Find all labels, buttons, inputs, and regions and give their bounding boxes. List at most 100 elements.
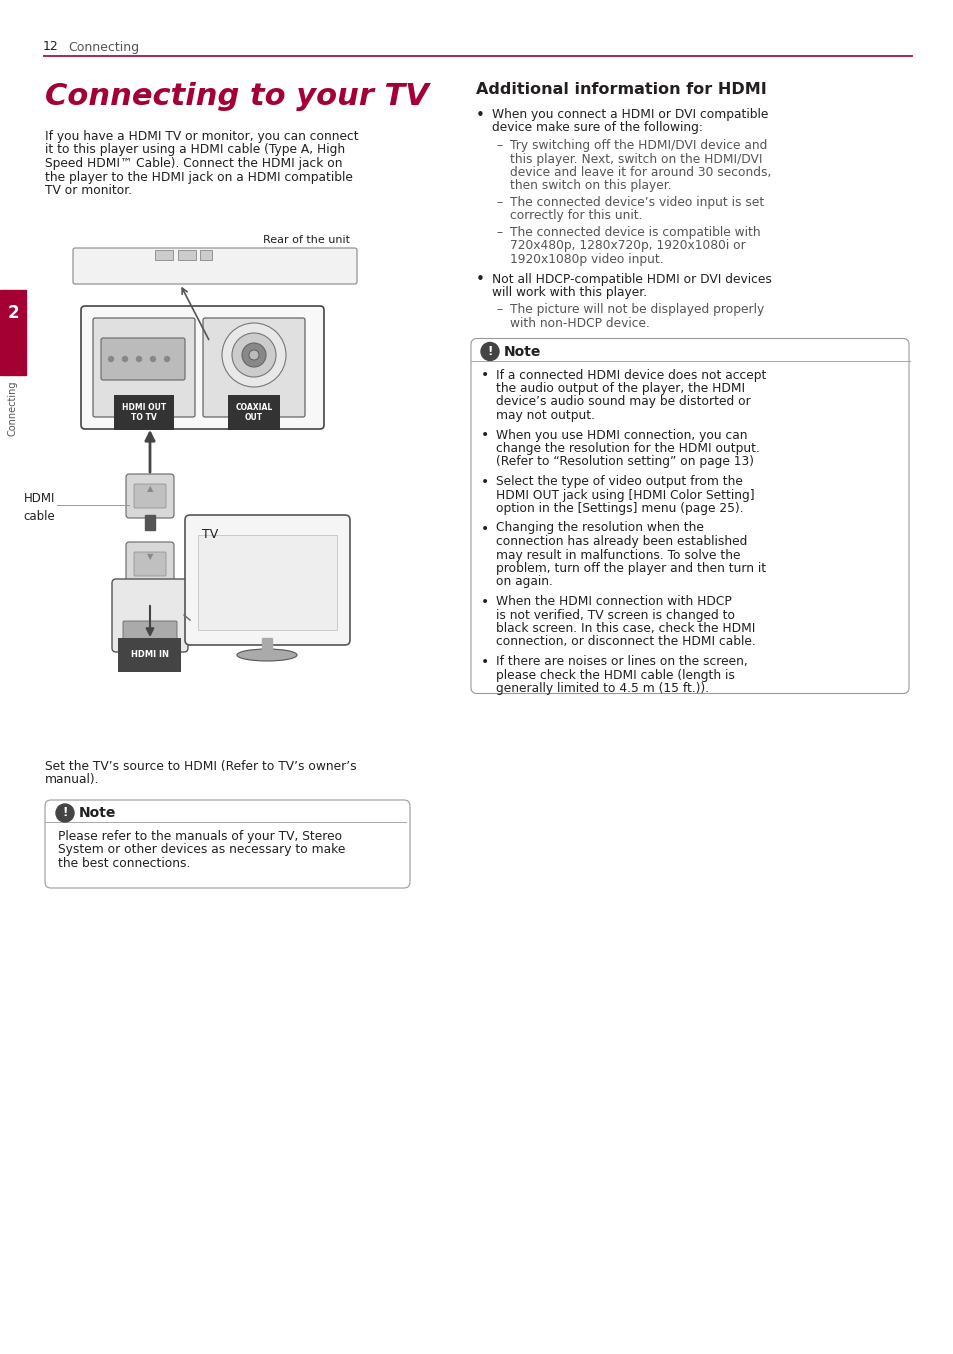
Text: Please refer to the manuals of your TV, Stereo: Please refer to the manuals of your TV, … — [58, 830, 342, 844]
Circle shape — [242, 343, 266, 367]
Text: then switch on this player.: then switch on this player. — [510, 180, 671, 192]
Text: Set the TV’s source to HDMI (Refer to TV’s owner’s: Set the TV’s source to HDMI (Refer to TV… — [45, 760, 356, 773]
Circle shape — [249, 349, 258, 360]
Text: TV: TV — [202, 528, 218, 542]
Text: •: • — [476, 108, 484, 123]
Circle shape — [164, 356, 170, 362]
Text: HDMI IN: HDMI IN — [131, 650, 169, 659]
Text: may result in malfunctions. To solve the: may result in malfunctions. To solve the — [496, 548, 740, 562]
Text: –: – — [496, 303, 501, 317]
Circle shape — [232, 333, 275, 376]
Text: HDMI OUT
TO TV: HDMI OUT TO TV — [122, 403, 166, 422]
Bar — [178, 250, 195, 260]
Text: may not output.: may not output. — [496, 409, 595, 422]
Text: Rear of the unit: Rear of the unit — [263, 236, 350, 245]
Circle shape — [109, 356, 113, 362]
Text: the audio output of the player, the HDMI: the audio output of the player, the HDMI — [496, 382, 744, 395]
Text: device and leave it for around 30 seconds,: device and leave it for around 30 second… — [510, 167, 771, 179]
Text: TV or monitor.: TV or monitor. — [45, 184, 132, 196]
FancyBboxPatch shape — [126, 474, 173, 519]
Text: !: ! — [62, 807, 68, 819]
Text: is not verified, TV screen is changed to: is not verified, TV screen is changed to — [496, 608, 734, 621]
FancyBboxPatch shape — [45, 800, 410, 888]
Text: •: • — [480, 475, 489, 489]
Text: please check the HDMI cable (length is: please check the HDMI cable (length is — [496, 669, 734, 681]
Text: Additional information for HDMI: Additional information for HDMI — [476, 83, 766, 97]
Circle shape — [136, 356, 141, 362]
Text: HDMI
cable: HDMI cable — [23, 492, 55, 523]
Text: with non-HDCP device.: with non-HDCP device. — [510, 317, 649, 330]
Circle shape — [56, 804, 74, 822]
Text: connection, or disconnect the HDMI cable.: connection, or disconnect the HDMI cable… — [496, 635, 755, 649]
Circle shape — [480, 343, 498, 360]
Text: •: • — [476, 272, 484, 287]
Text: –: – — [496, 226, 501, 240]
Text: will work with this player.: will work with this player. — [492, 286, 646, 299]
Text: generally limited to 4.5 m (15 ft.)).: generally limited to 4.5 m (15 ft.)). — [496, 682, 708, 695]
Text: Try switching off the HDMI/DVI device and: Try switching off the HDMI/DVI device an… — [510, 139, 766, 152]
Text: If there are noises or lines on the screen,: If there are noises or lines on the scre… — [496, 655, 747, 668]
FancyBboxPatch shape — [123, 621, 177, 639]
Text: When you connect a HDMI or DVI compatible: When you connect a HDMI or DVI compatibl… — [492, 108, 767, 121]
Text: The connected device is compatible with: The connected device is compatible with — [510, 226, 760, 240]
Text: System or other devices as necessary to make: System or other devices as necessary to … — [58, 844, 345, 857]
Text: If a connected HDMI device does not accept: If a connected HDMI device does not acce… — [496, 368, 765, 382]
Text: When the HDMI connection with HDCP: When the HDMI connection with HDCP — [496, 594, 731, 608]
Text: •: • — [480, 428, 489, 443]
Text: change the resolution for the HDMI output.: change the resolution for the HDMI outpu… — [496, 441, 760, 455]
Text: option in the [Settings] menu (page 25).: option in the [Settings] menu (page 25). — [496, 502, 742, 515]
FancyBboxPatch shape — [112, 580, 188, 653]
Text: HDMI OUT: HDMI OUT — [122, 413, 166, 422]
FancyBboxPatch shape — [133, 552, 166, 575]
FancyBboxPatch shape — [126, 542, 173, 586]
Text: ▼: ▼ — [147, 552, 153, 562]
Text: Changing the resolution when the: Changing the resolution when the — [496, 521, 703, 535]
FancyBboxPatch shape — [185, 515, 350, 645]
Circle shape — [122, 356, 128, 362]
Text: •: • — [480, 368, 489, 382]
Text: •: • — [480, 594, 489, 609]
Text: 720x480p, 1280x720p, 1920x1080i or: 720x480p, 1280x720p, 1920x1080i or — [510, 240, 745, 252]
Text: Select the type of video output from the: Select the type of video output from the — [496, 475, 742, 487]
Circle shape — [222, 324, 286, 387]
Text: •: • — [480, 521, 489, 535]
FancyBboxPatch shape — [101, 338, 185, 380]
Text: black screen. In this case, check the HDMI: black screen. In this case, check the HD… — [496, 621, 755, 635]
Text: on again.: on again. — [496, 575, 553, 589]
Text: connection has already been established: connection has already been established — [496, 535, 746, 548]
Text: problem, turn off the player and then turn it: problem, turn off the player and then tu… — [496, 562, 765, 575]
Text: the best connections.: the best connections. — [58, 857, 191, 871]
Text: correctly for this unit.: correctly for this unit. — [510, 210, 641, 222]
Text: 1920x1080p video input.: 1920x1080p video input. — [510, 253, 663, 265]
Text: When you use HDMI connection, you can: When you use HDMI connection, you can — [496, 428, 747, 441]
Text: !: ! — [487, 345, 492, 357]
Text: device’s audio sound may be distorted or: device’s audio sound may be distorted or — [496, 395, 750, 409]
Text: Note: Note — [79, 806, 116, 821]
Text: If you have a HDMI TV or monitor, you can connect: If you have a HDMI TV or monitor, you ca… — [45, 130, 358, 144]
Text: ▲: ▲ — [147, 485, 153, 493]
Bar — [0, 290, 26, 375]
Text: –: – — [496, 196, 501, 209]
Text: Not all HDCP-compatible HDMI or DVI devices: Not all HDCP-compatible HDMI or DVI devi… — [492, 272, 771, 286]
FancyBboxPatch shape — [471, 338, 908, 693]
FancyBboxPatch shape — [73, 248, 356, 284]
Bar — [154, 250, 172, 260]
Ellipse shape — [236, 649, 296, 661]
Text: The picture will not be displayed properly: The picture will not be displayed proper… — [510, 303, 763, 317]
FancyBboxPatch shape — [198, 535, 336, 630]
Text: Speed HDMI™ Cable). Connect the HDMI jack on: Speed HDMI™ Cable). Connect the HDMI jac… — [45, 157, 342, 171]
Text: The connected device’s video input is set: The connected device’s video input is se… — [510, 196, 763, 209]
FancyBboxPatch shape — [81, 306, 324, 429]
Bar — [262, 638, 272, 650]
Bar — [145, 515, 154, 529]
Bar — [200, 250, 212, 260]
Text: •: • — [480, 655, 489, 669]
Text: 2: 2 — [8, 305, 19, 322]
Text: manual).: manual). — [45, 773, 99, 787]
Text: HDMI OUT: HDMI OUT — [120, 398, 168, 408]
FancyBboxPatch shape — [203, 318, 305, 417]
FancyBboxPatch shape — [92, 318, 194, 417]
Text: HDMI OUT jack using [HDMI Color Setting]: HDMI OUT jack using [HDMI Color Setting] — [496, 489, 754, 501]
FancyBboxPatch shape — [133, 483, 166, 508]
Text: this player. Next, switch on the HDMI/DVI: this player. Next, switch on the HDMI/DV… — [510, 153, 761, 165]
